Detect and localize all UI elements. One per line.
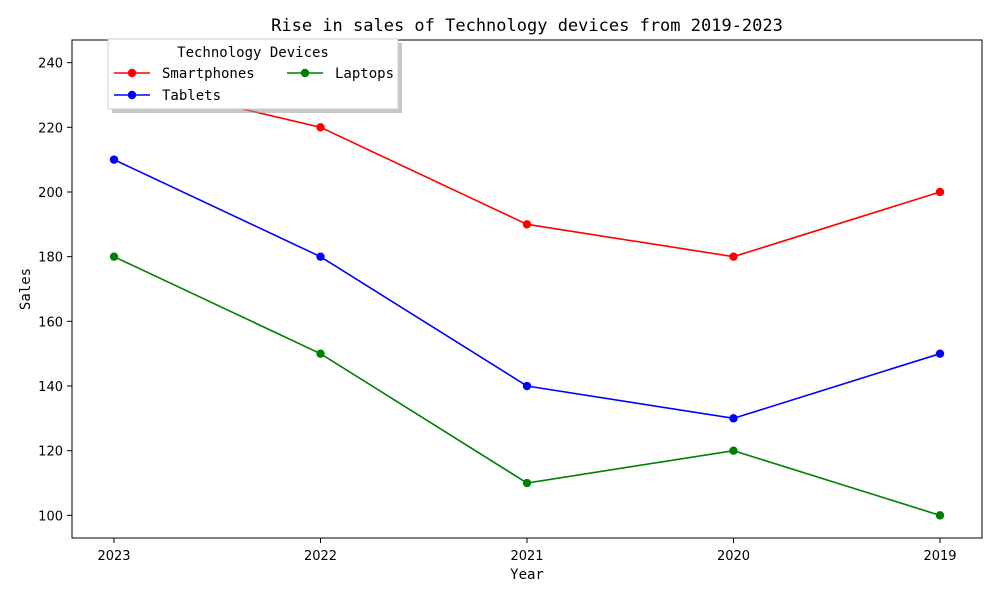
series-tablets bbox=[109, 155, 945, 423]
x-tick-label: 2023 bbox=[97, 549, 130, 564]
legend-item-laptops: Laptops bbox=[287, 66, 394, 82]
legend-title: Technology Devices bbox=[177, 45, 329, 61]
legend-label-laptops: Laptops bbox=[335, 66, 394, 82]
legend-marker-tablets bbox=[127, 90, 137, 100]
y-axis: 100 120 140 160 180 200 220 240 bbox=[38, 57, 72, 524]
data-point-tablets bbox=[935, 349, 945, 358]
y-tick-label: 140 bbox=[38, 380, 63, 395]
legend-label-smartphones: Smartphones bbox=[162, 66, 255, 82]
y-axis-label: Sales bbox=[18, 268, 34, 310]
data-point-smartphones bbox=[316, 123, 325, 132]
plot-frame bbox=[71, 39, 983, 539]
legend-box bbox=[107, 38, 399, 110]
series-line-tablets bbox=[113, 158, 941, 420]
y-tick-label: 160 bbox=[38, 315, 63, 330]
legend-label-tablets: Tablets bbox=[162, 88, 221, 104]
y-tick-label: 180 bbox=[38, 251, 63, 266]
data-point-laptops bbox=[729, 446, 738, 455]
series-lines bbox=[109, 74, 945, 520]
x-axis-label: Year bbox=[510, 567, 544, 583]
legend-item-smartphones: Smartphones bbox=[114, 66, 255, 82]
data-point-laptops bbox=[522, 478, 532, 488]
legend-items: Smartphones Tablets Laptops bbox=[114, 66, 394, 104]
data-point-tablets bbox=[316, 252, 325, 261]
x-axis: 2023 2022 2021 2020 2019 bbox=[97, 538, 957, 564]
y-tick-label: 100 bbox=[38, 509, 63, 524]
legend-item-tablets: Tablets bbox=[114, 88, 221, 104]
x-tick-label: 2021 bbox=[510, 549, 543, 564]
data-point-laptops bbox=[935, 511, 945, 520]
data-point-smartphones bbox=[522, 220, 532, 229]
data-point-tablets bbox=[522, 381, 532, 391]
data-point-laptops bbox=[316, 349, 325, 358]
legend-marker-laptops bbox=[300, 68, 310, 78]
data-point-smartphones bbox=[729, 252, 738, 261]
x-tick-label: 2020 bbox=[717, 549, 750, 564]
legend-marker-smartphones bbox=[127, 68, 137, 78]
x-tick-label: 2019 bbox=[923, 549, 956, 564]
chart-title: Rise in sales of Technology devices from… bbox=[271, 16, 783, 36]
data-point-laptops bbox=[109, 252, 119, 261]
y-tick-label: 200 bbox=[38, 186, 63, 201]
y-tick-label: 120 bbox=[38, 445, 63, 460]
data-point-smartphones bbox=[935, 187, 945, 197]
data-point-tablets bbox=[729, 414, 738, 423]
y-tick-label: 240 bbox=[38, 57, 63, 72]
x-tick-label: 2022 bbox=[304, 549, 337, 564]
y-tick-label: 220 bbox=[38, 121, 63, 136]
series-laptops bbox=[109, 252, 945, 520]
data-point-tablets bbox=[109, 155, 119, 164]
legend: Technology Devices Smartphones Tablets Lap… bbox=[107, 38, 402, 113]
